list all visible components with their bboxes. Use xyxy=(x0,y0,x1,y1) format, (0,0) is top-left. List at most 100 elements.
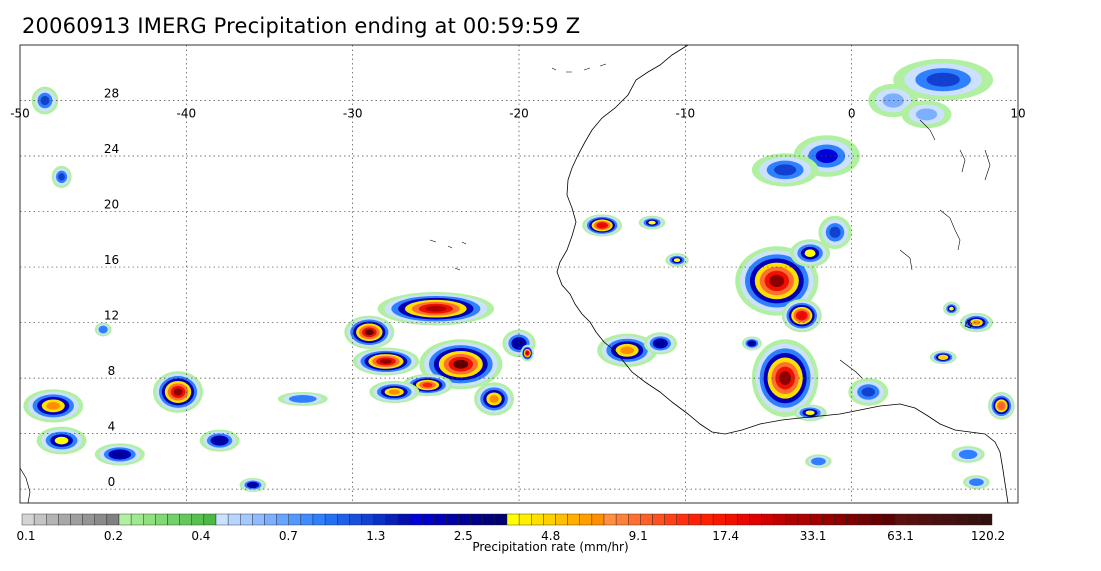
colorbar-swatch xyxy=(46,513,59,526)
lon-label: -40 xyxy=(177,107,197,121)
coastline-layer xyxy=(20,45,1009,503)
colorbar-swatch xyxy=(94,513,108,526)
rain-cell-4-ring-2 xyxy=(915,108,938,121)
lat-label: 12 xyxy=(104,309,119,323)
canary-islands xyxy=(551,63,607,73)
colorbar-swatch xyxy=(652,513,665,526)
interior-drainage xyxy=(899,119,991,271)
colorbar-swatch xyxy=(58,513,71,526)
colorbar-swatch xyxy=(640,513,653,526)
colorbar-swatch xyxy=(482,513,496,526)
colorbar-tick-label: 0.4 xyxy=(191,529,210,543)
colorbar-swatch xyxy=(603,513,617,526)
colorbar-swatch xyxy=(785,513,799,526)
colorbar-swatch xyxy=(858,513,871,526)
colorbar-tick-label: 1.3 xyxy=(366,529,385,543)
rain-cell-32-ring-4 xyxy=(54,436,69,445)
colorbar-swatch xyxy=(252,513,265,526)
colorbar-swatch xyxy=(434,513,447,526)
rain-cell-14-ring-5 xyxy=(620,346,635,355)
south-america-coast xyxy=(20,467,31,503)
colorbar-swatch xyxy=(494,513,508,526)
africa-coastline xyxy=(556,45,1009,503)
colorbar-swatch xyxy=(531,513,544,526)
colorbar-tick-label: 33.1 xyxy=(800,529,827,543)
rain-cell-7-ring-4 xyxy=(673,258,681,263)
colorbar-swatch xyxy=(676,513,690,526)
lat-label: 4 xyxy=(108,420,116,434)
colorbar-swatch xyxy=(167,513,180,526)
colorbar-swatch xyxy=(931,513,944,526)
colorbar-swatch xyxy=(809,513,823,526)
rain-cell-6-ring-4 xyxy=(648,220,656,225)
colorbar-tick-label: 63.1 xyxy=(887,529,914,543)
rain-cell-33-ring-4 xyxy=(112,451,127,458)
lat-label: 16 xyxy=(104,253,119,267)
colorbar-swatch xyxy=(955,513,968,526)
rain-cell-24-ring-7 xyxy=(453,359,469,369)
colorbar-swatch xyxy=(143,513,156,526)
colorbar-swatch xyxy=(264,513,277,526)
colorbar-swatch xyxy=(555,513,568,526)
rain-cell-13-ring-4 xyxy=(805,410,815,416)
rain-cell-28-ring-7 xyxy=(526,351,529,355)
rain-cell-5-ring-7 xyxy=(598,223,606,228)
rain-cell-43-ring-4 xyxy=(749,341,755,346)
rain-cell-11-ring-3 xyxy=(829,226,841,238)
rain-cell-30-ring-7 xyxy=(173,388,183,396)
colorbar-tick-label: 120.2 xyxy=(971,529,1005,543)
rain-cell-8-ring-7 xyxy=(769,274,785,288)
rain-cell-29-ring-5 xyxy=(388,389,401,395)
rain-cell-10-ring-4 xyxy=(804,249,816,257)
colorbar-swatch xyxy=(591,513,605,526)
colorbar-swatch xyxy=(470,513,483,526)
colorbar-swatch xyxy=(712,513,726,526)
rain-cell-39-ring-3 xyxy=(294,396,312,402)
colorbar-swatch xyxy=(943,513,956,526)
colorbar-swatch xyxy=(106,513,120,526)
rain-cell-22-ring-7 xyxy=(425,305,447,312)
rain-cell-25-ring-6 xyxy=(422,382,433,388)
longitude-labels: -50 -40 -30 -20 -10 0 10 xyxy=(10,107,1025,121)
colorbar-swatch xyxy=(300,513,314,526)
colorbar-tick-label: 17.4 xyxy=(712,529,739,543)
colorbar-label: Precipitation rate (mm/hr) xyxy=(472,540,629,554)
colorbar-tick-label: 0.7 xyxy=(279,529,298,543)
colorbar-swatch xyxy=(227,513,241,526)
rain-cell-0-ring-3 xyxy=(926,72,960,87)
rain-cell-19-ring-5 xyxy=(940,355,947,359)
colorbar-swatch xyxy=(288,513,302,526)
rain-cell-17-ring-5 xyxy=(972,320,981,325)
colorbar-swatch xyxy=(919,513,932,526)
lon-label: -50 xyxy=(10,107,30,121)
rain-cell-42-ring-3 xyxy=(971,479,981,485)
rain-cell-16-ring-3 xyxy=(861,387,875,397)
colorbar-tick-labels: 0.1 0.2 0.4 0.7 1.3 2.5 4.8 9.1 17.4 33.1 63.1 120.… xyxy=(16,529,1005,543)
colorbar-tick-label: 9.1 xyxy=(629,529,648,543)
lat-label: 0 xyxy=(108,475,116,489)
colorbar-swatch xyxy=(312,513,326,526)
colorbar-swatch xyxy=(349,513,362,526)
colorbar-swatch xyxy=(797,513,811,526)
colorbar-swatch xyxy=(688,513,702,526)
colorbar-swatch xyxy=(894,513,908,526)
colorbar-swatch xyxy=(773,513,787,526)
rain-cell-41-ring-3 xyxy=(813,459,823,464)
colorbar-swatch xyxy=(822,513,835,526)
colorbar-swatch xyxy=(846,513,859,526)
lat-label: 8 xyxy=(108,364,116,378)
cape-verde-islands xyxy=(429,239,467,271)
rain-cell-3-ring-3 xyxy=(774,164,797,176)
colorbar-swatch xyxy=(458,513,471,526)
colorbar-swatch xyxy=(276,513,289,526)
colorbar-swatch xyxy=(33,513,47,526)
colorbar-swatch xyxy=(21,513,35,526)
colorbar-tick-label: 0.1 xyxy=(16,529,35,543)
colorbar-tick-label: 2.5 xyxy=(454,529,473,543)
lat-label: 24 xyxy=(104,142,119,156)
river-line xyxy=(839,359,863,379)
colorbar-swatch xyxy=(700,513,714,526)
colorbar-swatch xyxy=(882,513,896,526)
colorbar xyxy=(21,513,993,526)
rain-cell-40-ring-3 xyxy=(962,451,974,458)
